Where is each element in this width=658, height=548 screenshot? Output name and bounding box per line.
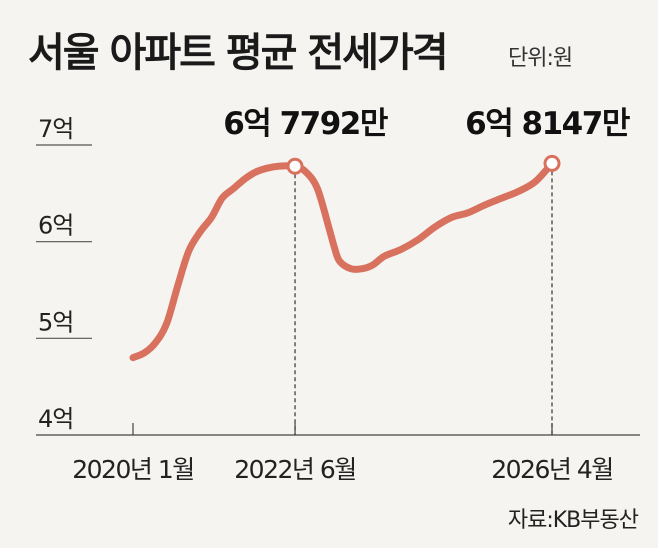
y-tick-label: 4억 (38, 405, 73, 433)
series-layer (129, 159, 556, 362)
y-tick-label: 5억 (38, 308, 73, 336)
x-tick-label: 2020년 1월 (72, 455, 193, 484)
y-tick-label: 7억 (38, 115, 73, 143)
y-tick-label: 6억 (38, 212, 73, 240)
annotation-marker (286, 157, 304, 175)
annotation-guides (294, 171, 553, 435)
x-tick-label: 2022년 6월 (234, 455, 355, 484)
annotation-marker (543, 154, 561, 172)
annotation-labels: 6억 7792만 6억 8147만 (223, 106, 631, 142)
chart-title: 서울 아파트 평균 전세가격 (28, 30, 449, 76)
unit-label: 단위:원 (508, 46, 573, 71)
y-axis: 7억 6억 5억 4억 (36, 115, 640, 436)
chart-header: 서울 아파트 평균 전세가격 단위:원 (28, 18, 638, 78)
annotation-label: 6억 7792만 (223, 106, 388, 142)
x-tick-label: 2026년 4월 (491, 455, 612, 484)
annotation-label: 6억 8147만 (465, 106, 630, 142)
x-axis: 2020년 1월 2022년 6월 2026년 4월 (72, 423, 614, 484)
series-line (129, 159, 556, 362)
annotation-markers (286, 154, 561, 175)
source-note: 자료:KB부동산 (507, 508, 639, 533)
